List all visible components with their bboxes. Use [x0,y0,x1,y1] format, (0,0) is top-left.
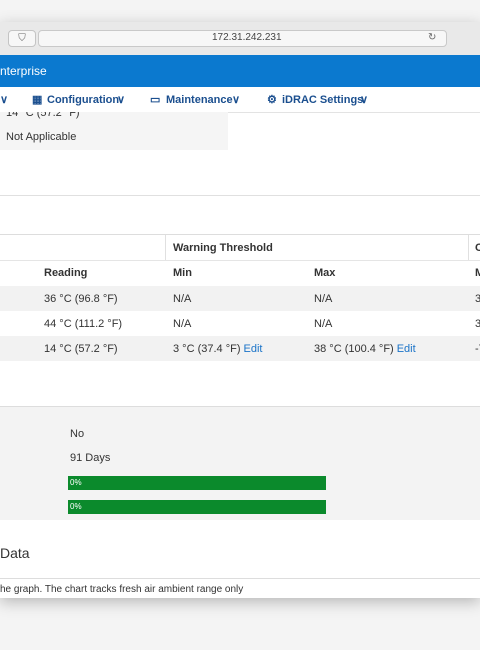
row-bg [0,286,480,311]
progress-bar [68,476,326,490]
url-field[interactable] [38,30,447,47]
nav-bar: ∨ ▦ Configuration ∨ ▭ Maintenance ∨ ⚙ iD… [0,87,480,113]
cell: N/A [314,318,333,330]
column-header: Reading [44,267,88,279]
table: Warning Threshold C Reading Min Max M 36 °C … [0,234,480,361]
column-header: Max [314,267,336,279]
group-header: C [475,242,480,254]
column-divider [165,235,166,260]
cell: 14 °C (57.2 °F) [44,343,118,355]
cell: N/A [314,293,333,305]
detail-row: 91 Days [70,452,111,464]
row-bg [0,336,480,361]
url: 172.31.242.231 [212,32,282,43]
section-title: Data [0,545,30,561]
divider [0,578,480,579]
nav-chevron[interactable]: ∨ [0,94,9,106]
progress-label: 0% [70,478,82,487]
group-header-row [0,235,480,261]
edit-link[interactable]: Edit [243,343,263,355]
summary-panel: 14 °C (57.2 °F) Not Applicable [0,112,228,150]
cell: 36 °C (96.8 °F) [44,293,118,305]
summary-row: Not Applicable [6,131,77,143]
edit-link[interactable]: Edit [396,343,416,355]
column-header: M [475,267,480,279]
cell: -7 [475,343,480,355]
nav-chevron: ∨ [360,94,369,106]
cell: 44 °C (111.2 °F) [44,318,123,330]
column-divider [468,235,469,260]
toolbar: ⛉ 172.31.242.231 ↻ [0,22,480,56]
header-title: nterprise [0,64,47,78]
column-header: Min [173,267,192,279]
progress-bar [68,500,326,514]
header-bar: nterprise [0,55,480,87]
detail-row: No [70,428,85,440]
nav-icon: ⚙ [267,94,277,106]
nav-item[interactable]: iDRAC Settings [282,94,364,106]
cell: 3 [475,293,480,305]
shield-button[interactable]: ⛉ [8,30,36,47]
nav-item[interactable]: Configuration [47,94,120,106]
window: ⛉ 172.31.242.231 ↻ nterprise ∨ ▦ Configu… [0,22,480,598]
section-note: he graph. The chart tracks fresh air amb… [0,584,244,595]
nav-chevron: ∨ [232,94,241,106]
progress-label: 0% [70,502,82,511]
details-panel: No 91 Days 0% 0% [0,407,480,520]
nav-icon: ▭ [150,94,161,106]
cell: 3 °C (37.4 °F) [173,343,241,355]
cell: N/A [173,293,192,305]
divider [0,195,480,196]
nav-icon: ▦ [32,94,43,106]
nav-chevron: ∨ [117,94,126,106]
summary-row: 14 °C (57.2 °F) [6,112,80,119]
divider [0,406,480,407]
nav-item[interactable]: Maintenance [166,94,233,106]
cell: N/A [173,318,192,330]
cell: 38 °C (100.4 °F) [314,343,394,355]
reload-button[interactable]: ↻ [428,32,437,43]
cell: 3 [475,318,480,330]
group-header: Warning Threshold [173,242,273,254]
